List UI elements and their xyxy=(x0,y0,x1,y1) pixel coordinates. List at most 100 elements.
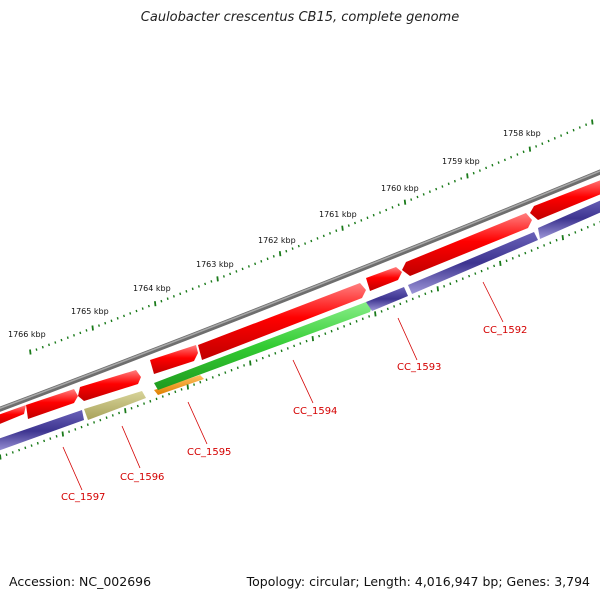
gene-arrow-forward[interactable] xyxy=(198,283,366,360)
inner-ruler-minor-tick xyxy=(205,378,208,382)
inner-ruler-minor-tick xyxy=(543,244,546,247)
inner-ruler-minor-tick xyxy=(486,267,489,270)
inner-ruler-minor-tick xyxy=(299,342,302,345)
ruler-minor-tick xyxy=(73,334,75,337)
gene-cc-1596-arrow[interactable] xyxy=(84,391,146,420)
ruler-minor-tick xyxy=(235,270,238,273)
gene-arrow-forward[interactable] xyxy=(26,389,78,419)
gene-arrow-forward[interactable] xyxy=(530,178,600,220)
gene-label-cc-1594[interactable]: CC_1594 xyxy=(293,406,337,417)
ruler-minor-tick xyxy=(141,307,144,310)
inner-ruler-minor-tick xyxy=(161,395,164,398)
ruler-minor-tick xyxy=(79,331,82,335)
gene-arrow-forward[interactable] xyxy=(0,405,26,426)
ruler-minor-tick xyxy=(560,134,563,137)
ruler-major-tick xyxy=(341,225,344,231)
ruler-minor-tick xyxy=(48,343,50,347)
inner-ruler-minor-tick xyxy=(318,334,321,338)
gene-label-cc-1593[interactable]: CC_1593 xyxy=(397,362,441,373)
inner-ruler-minor-tick xyxy=(168,392,170,396)
inner-ruler-minor-tick xyxy=(418,295,421,298)
gene-arrow-forward[interactable] xyxy=(402,213,532,276)
inner-ruler-minor-tick xyxy=(86,423,89,426)
ruler-minor-tick xyxy=(210,280,213,283)
ruler-label-1765: 1765 kbp xyxy=(71,307,109,316)
inner-ruler-minor-tick xyxy=(443,285,446,288)
map-title: Caulobacter crescentus CB15, complete ge… xyxy=(140,10,460,25)
gene-cc-1594-arrow[interactable] xyxy=(154,302,372,390)
callout-line-cc-1594 xyxy=(292,359,314,404)
ruler-minor-tick xyxy=(453,179,456,183)
inner-ruler-minor-tick xyxy=(330,329,333,333)
inner-ruler-minor-tick xyxy=(399,302,402,306)
ruler-label-1762: 1762 kbp xyxy=(258,236,296,245)
ruler-major-tick xyxy=(154,301,157,307)
ruler-labels: 1758 kbp 1759 kbp 1760 kbp 1761 kbp 1762… xyxy=(8,129,541,339)
ruler-minor-tick xyxy=(160,299,163,303)
gene-arrow-forward[interactable] xyxy=(78,370,141,401)
gene-cc-1592-arrow[interactable] xyxy=(408,232,538,294)
ruler-minor-tick xyxy=(572,128,575,132)
inner-ruler-minor-tick xyxy=(455,279,458,283)
gene-label-cc-1596[interactable]: CC_1596 xyxy=(120,472,164,483)
inner-ruler-minor-tick xyxy=(36,441,39,445)
callout-line-cc-1596 xyxy=(121,425,141,469)
inner-ruler-minor-tick xyxy=(518,254,521,257)
inner-ruler-minor-tick xyxy=(68,430,70,433)
gene-cc-1593-arrow[interactable] xyxy=(366,287,408,311)
gene-label-cc-1595[interactable]: CC_1595 xyxy=(187,447,231,458)
inner-ruler-minor-tick xyxy=(355,320,358,323)
ruler-label-1764: 1764 kbp xyxy=(133,284,171,293)
inner-ruler-minor-tick xyxy=(130,407,133,410)
inner-ruler-minor-tick xyxy=(555,238,558,242)
ruler-label-1763: 1763 kbp xyxy=(196,260,234,269)
accession-text: Accession: NC_002696 xyxy=(9,574,152,589)
inner-ruler-minor-tick xyxy=(74,428,77,431)
gene-arrow-forward[interactable] xyxy=(150,345,198,374)
inner-ruler-minor-tick xyxy=(411,297,414,301)
gene-arrow-forward[interactable] xyxy=(366,267,402,291)
callout-line-cc-1593 xyxy=(397,317,418,361)
inner-ruler-minor-tick xyxy=(505,259,508,263)
ruler-minor-tick xyxy=(428,190,431,193)
ruler-major-tick xyxy=(466,173,469,179)
inner-ruler-minor-tick xyxy=(568,233,571,237)
ruler-minor-tick xyxy=(491,163,494,167)
inner-ruler-minor-tick xyxy=(405,300,408,303)
ruler-minor-tick xyxy=(316,237,319,240)
ruler-minor-tick xyxy=(578,126,581,129)
inner-ruler-minor-tick xyxy=(574,231,577,234)
callout-line-cc-1595 xyxy=(187,401,208,445)
inner-ruler-minor-tick xyxy=(280,349,283,353)
inner-ruler-minor-tick xyxy=(474,272,477,275)
ruler-minor-tick xyxy=(104,321,107,325)
inner-ruler-minor-tick xyxy=(268,354,271,357)
inner-ruler-minor-tick xyxy=(180,388,183,391)
inner-ruler-minor-tick xyxy=(449,282,452,286)
inner-ruler-minor-tick xyxy=(218,373,220,377)
gene-arrow-reverse[interactable] xyxy=(538,198,600,239)
inner-ruler-minor-tick xyxy=(593,223,596,226)
callout-line-cc-1597 xyxy=(62,446,83,491)
ruler-minor-tick xyxy=(129,312,132,315)
inner-ruler-minor-tick xyxy=(43,439,46,443)
gene-cc-1597-arrow[interactable] xyxy=(0,410,84,452)
gene-cc-1595-arrow[interactable] xyxy=(154,375,204,395)
inner-ruler-ticks xyxy=(0,220,600,460)
ruler-minor-tick xyxy=(272,255,275,258)
ruler-label-1760: 1760 kbp xyxy=(381,184,419,193)
ruler-minor-tick xyxy=(291,247,294,250)
ruler-minor-tick xyxy=(260,260,263,263)
inner-ruler-minor-tick xyxy=(468,274,471,278)
inner-ruler-major-tick xyxy=(561,234,564,241)
inner-ruler-minor-tick xyxy=(536,246,539,250)
ruler-minor-tick xyxy=(422,193,425,196)
ruler-minor-tick xyxy=(566,131,569,135)
gene-label-cc-1597[interactable]: CC_1597 xyxy=(61,492,105,503)
ruler-minor-tick xyxy=(503,158,506,162)
gene-label-cc-1592[interactable]: CC_1592 xyxy=(483,325,527,336)
ruler-major-tick xyxy=(591,119,594,125)
inner-ruler-major-tick xyxy=(311,335,314,342)
inner-ruler-minor-tick xyxy=(255,359,258,362)
ruler-minor-tick xyxy=(335,229,338,232)
